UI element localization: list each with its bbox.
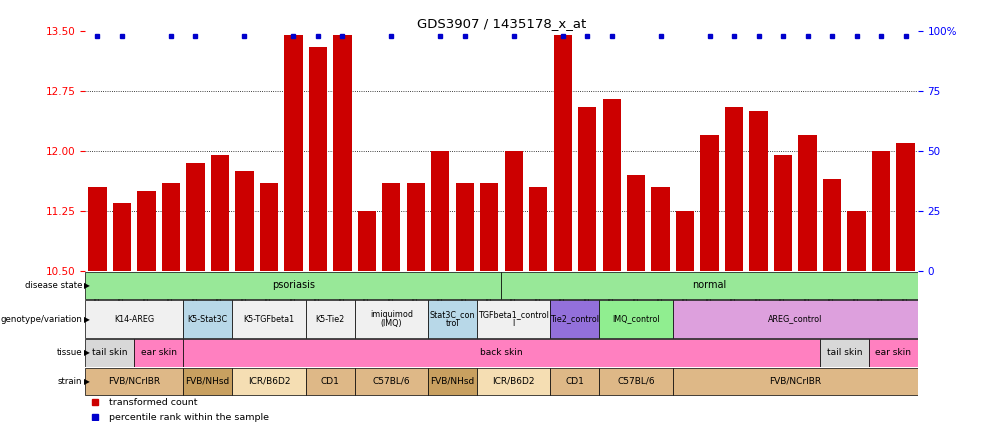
Text: FVB/NCrIBR: FVB/NCrIBR — [769, 377, 821, 386]
Bar — [306, 368, 355, 395]
Bar — [306, 300, 355, 338]
Text: TGFbeta1_control
l: TGFbeta1_control l — [478, 310, 549, 328]
Text: Stat3C_con
trol: Stat3C_con trol — [429, 310, 475, 328]
Bar — [235, 171, 254, 271]
Bar — [134, 339, 183, 366]
Text: K14-AREG: K14-AREG — [114, 315, 154, 324]
Bar — [672, 300, 917, 338]
Bar — [88, 187, 106, 271]
Bar — [528, 187, 547, 271]
Text: psoriasis: psoriasis — [272, 280, 315, 290]
Text: FVB/NHsd: FVB/NHsd — [430, 377, 474, 386]
Bar — [85, 272, 501, 299]
Bar — [868, 339, 917, 366]
Text: FVB/NHsd: FVB/NHsd — [185, 377, 229, 386]
Bar — [798, 135, 816, 271]
Bar — [577, 107, 596, 271]
Bar — [599, 300, 672, 338]
Text: ear skin: ear skin — [875, 349, 911, 357]
Text: disease state: disease state — [25, 281, 82, 290]
Text: back skin: back skin — [480, 349, 522, 357]
Bar — [183, 339, 819, 366]
Bar — [599, 368, 672, 395]
Bar — [675, 211, 693, 271]
Bar — [480, 183, 498, 271]
Bar — [260, 183, 278, 271]
Text: imiquimod
(IMQ): imiquimod (IMQ) — [370, 310, 413, 328]
Bar — [477, 368, 550, 395]
Text: tail skin: tail skin — [826, 349, 861, 357]
Bar — [626, 175, 644, 271]
Bar — [333, 35, 351, 271]
Bar — [724, 107, 742, 271]
Bar — [161, 183, 180, 271]
Bar — [455, 183, 474, 271]
Bar — [602, 99, 620, 271]
Bar — [819, 339, 868, 366]
Text: ▶: ▶ — [84, 315, 90, 324]
Bar — [428, 368, 477, 395]
Text: transformed count: transformed count — [108, 398, 196, 407]
Text: genotype/variation: genotype/variation — [0, 315, 82, 324]
Bar — [382, 183, 400, 271]
Bar — [231, 300, 306, 338]
Bar — [477, 300, 550, 338]
Bar — [284, 35, 303, 271]
Bar — [309, 47, 327, 271]
Bar — [183, 368, 231, 395]
Bar — [504, 151, 522, 271]
Text: ICR/B6D2: ICR/B6D2 — [247, 377, 290, 386]
Bar — [847, 211, 865, 271]
Text: K5-Tie2: K5-Tie2 — [316, 315, 345, 324]
Bar — [748, 111, 767, 271]
Bar — [355, 368, 428, 395]
Bar — [85, 368, 183, 395]
Bar — [231, 368, 306, 395]
Text: normal: normal — [691, 280, 726, 290]
Bar — [186, 163, 204, 271]
Text: ▶: ▶ — [84, 349, 90, 357]
Text: CD1: CD1 — [565, 377, 584, 386]
Bar — [358, 211, 376, 271]
Text: percentile rank within the sample: percentile rank within the sample — [108, 412, 269, 422]
Bar — [774, 155, 792, 271]
Text: C57BL/6: C57BL/6 — [617, 377, 654, 386]
Bar — [871, 151, 890, 271]
Bar — [137, 191, 155, 271]
Bar — [112, 203, 131, 271]
Bar — [183, 300, 231, 338]
Text: strain: strain — [58, 377, 82, 386]
Text: tail skin: tail skin — [92, 349, 127, 357]
Bar — [822, 179, 841, 271]
Bar — [896, 143, 914, 271]
Text: ▶: ▶ — [84, 377, 90, 386]
Text: C57BL/6: C57BL/6 — [372, 377, 410, 386]
Bar — [85, 339, 134, 366]
Bar — [672, 368, 917, 395]
Text: K5-TGFbeta1: K5-TGFbeta1 — [243, 315, 295, 324]
Text: FVB/NCrIBR: FVB/NCrIBR — [108, 377, 160, 386]
Text: IMQ_control: IMQ_control — [612, 315, 659, 324]
Text: K5-Stat3C: K5-Stat3C — [187, 315, 227, 324]
Text: AREG_control: AREG_control — [768, 315, 822, 324]
Bar — [85, 300, 183, 338]
Bar — [553, 35, 571, 271]
Bar — [550, 300, 599, 338]
Text: CD1: CD1 — [321, 377, 340, 386]
Text: ear skin: ear skin — [140, 349, 176, 357]
Text: Tie2_control: Tie2_control — [550, 315, 599, 324]
Text: tissue: tissue — [56, 349, 82, 357]
Text: ICR/B6D2: ICR/B6D2 — [492, 377, 534, 386]
Bar — [501, 272, 917, 299]
Bar — [651, 187, 669, 271]
Bar — [406, 183, 425, 271]
Text: ▶: ▶ — [84, 281, 90, 290]
Bar — [431, 151, 449, 271]
Bar — [699, 135, 718, 271]
Title: GDS3907 / 1435178_x_at: GDS3907 / 1435178_x_at — [417, 17, 585, 30]
Bar — [355, 300, 428, 338]
Bar — [428, 300, 477, 338]
Bar — [550, 368, 599, 395]
Bar — [210, 155, 228, 271]
